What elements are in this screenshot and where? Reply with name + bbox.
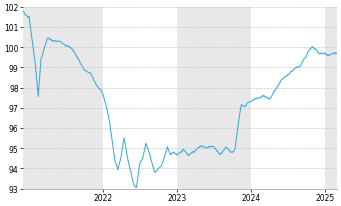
Bar <box>325 8 341 189</box>
Bar <box>177 8 251 189</box>
Bar <box>23 8 103 189</box>
